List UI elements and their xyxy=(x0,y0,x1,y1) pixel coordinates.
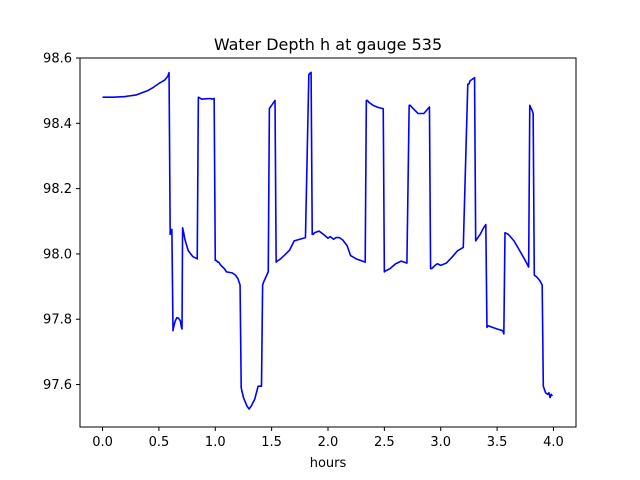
series-line-0 xyxy=(102,71,553,410)
y-tick-label: 97.8 xyxy=(43,313,72,328)
y-tick-label: 98.2 xyxy=(43,182,72,197)
y-tick-label: 98.0 xyxy=(43,247,72,262)
y-axis: 97.6 97.8 98.0 98.2 98.4 98.6 xyxy=(43,52,80,393)
x-tick-label: 0.5 xyxy=(149,435,170,450)
y-tick-label: 98.4 xyxy=(43,117,72,132)
plot-area xyxy=(102,71,553,410)
y-tick-label: 98.6 xyxy=(43,52,72,67)
x-axis-label: hours xyxy=(310,456,347,471)
x-tick-label: 2.0 xyxy=(318,435,339,450)
chart-title: Water Depth h at gauge 535 xyxy=(214,35,442,54)
x-tick-label: 3.0 xyxy=(430,435,451,450)
x-tick-label: 2.5 xyxy=(374,435,395,450)
x-axis: 0.0 0.5 1.0 1.5 2.0 2.5 3.0 3.5 4.0 xyxy=(92,427,564,450)
y-tick-label: 97.6 xyxy=(43,378,72,393)
x-tick-label: 0.0 xyxy=(92,435,113,450)
x-tick-label: 1.0 xyxy=(205,435,226,450)
x-tick-label: 3.5 xyxy=(487,435,508,450)
x-tick-label: 4.0 xyxy=(543,435,564,450)
x-tick-label: 1.5 xyxy=(261,435,282,450)
